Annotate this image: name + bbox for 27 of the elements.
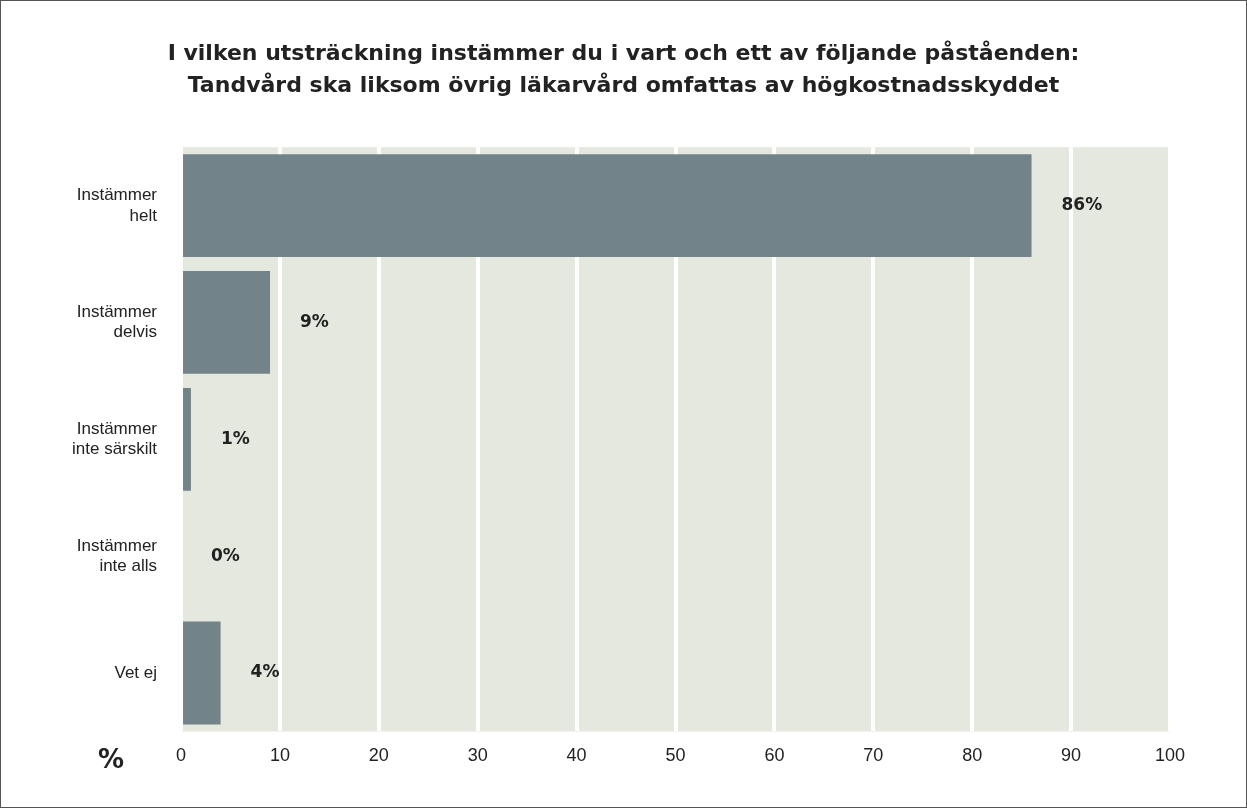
x-tick-label: 20 bbox=[368, 745, 389, 766]
x-axis-title: % bbox=[97, 744, 125, 775]
x-tick-label: 100 bbox=[1154, 745, 1186, 766]
x-tick-label: 0 bbox=[176, 745, 187, 766]
x-tick-label: 80 bbox=[962, 745, 983, 766]
data-label: 86% bbox=[1061, 194, 1103, 215]
x-tick-label: 40 bbox=[566, 745, 587, 766]
bar bbox=[183, 387, 191, 491]
y-tick-label: Vet ej bbox=[114, 662, 158, 682]
x-tick-label: 90 bbox=[1061, 745, 1082, 766]
y-tick-label: Instämmer inte särskilt bbox=[71, 418, 158, 459]
y-tick-label: Instämmer delvis bbox=[76, 301, 158, 342]
chart-title: I vilken utsträckning instämmer du i vart och ett av följande påståenden: Tandvård ska liksom övrig läkarvård omfattas av högkostnadsskyddet bbox=[166, 39, 1081, 99]
bar bbox=[183, 621, 221, 725]
x-tick-label: 10 bbox=[269, 745, 290, 766]
bar bbox=[183, 271, 271, 374]
bar bbox=[183, 154, 1032, 258]
x-tick-label: 30 bbox=[467, 745, 488, 766]
data-label: 9% bbox=[300, 310, 329, 331]
data-label: 0% bbox=[211, 544, 240, 565]
y-tick-label: Instämmer inte alls bbox=[76, 535, 158, 576]
data-label: 4% bbox=[250, 661, 280, 682]
data-label: 1% bbox=[220, 427, 250, 448]
x-tick-label: 60 bbox=[764, 745, 785, 766]
x-tick-label: 50 bbox=[665, 745, 686, 766]
y-tick-label: Instämmer helt bbox=[76, 185, 158, 225]
x-tick-label: 70 bbox=[863, 745, 884, 766]
